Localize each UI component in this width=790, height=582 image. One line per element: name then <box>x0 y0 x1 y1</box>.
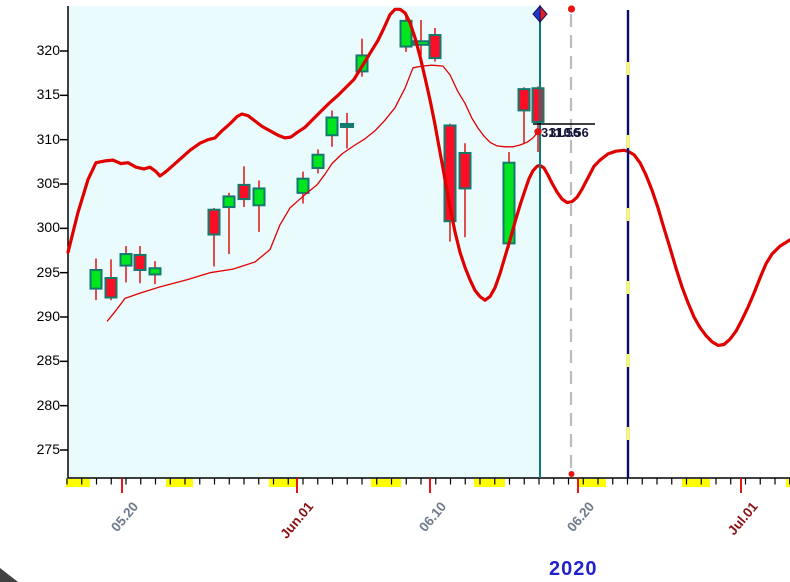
candle-body <box>531 87 545 123</box>
candle <box>458 143 472 238</box>
weekend-marker <box>786 479 790 487</box>
lower-band-line <box>106 64 539 322</box>
candle-body <box>119 253 133 267</box>
candle <box>531 86 545 153</box>
candle <box>399 12 413 52</box>
year-label: 2020 <box>549 558 598 580</box>
weekend-marker <box>682 479 710 487</box>
weekend-marker <box>578 479 606 487</box>
candle-body <box>517 88 531 112</box>
y-axis-label: 300 <box>36 219 60 236</box>
red-dot-icon <box>568 471 575 477</box>
candle <box>104 259 118 301</box>
candle <box>119 246 133 283</box>
red-dot-icon <box>567 5 576 13</box>
candle-body <box>89 269 103 290</box>
y-axis-label: 305 <box>36 175 60 191</box>
candle <box>325 110 339 147</box>
y-axis-label: 285 <box>36 352 60 369</box>
line-end-dot-icon <box>534 128 542 136</box>
candle <box>89 258 103 301</box>
candle-body <box>399 19 413 48</box>
weekend-marker <box>371 479 401 487</box>
candle-body <box>296 177 310 194</box>
y-axis-label: 310 <box>36 130 60 147</box>
candle <box>340 113 354 149</box>
weekend-marker <box>66 479 90 487</box>
y-axis-label: 320 <box>36 42 60 58</box>
y-axis-label: 315 <box>36 86 60 103</box>
candle-body <box>311 153 325 170</box>
candle-body <box>148 267 162 276</box>
candle <box>133 246 147 284</box>
y-axis-label: 280 <box>36 396 60 413</box>
candle <box>237 166 251 208</box>
price-label: 311.56 <box>541 125 581 140</box>
candle-body <box>222 195 236 209</box>
candle <box>517 87 531 145</box>
candle-body <box>428 34 442 60</box>
candle <box>311 149 325 174</box>
candle <box>222 192 236 255</box>
candle <box>296 171 310 204</box>
doji-dash <box>340 122 354 128</box>
plot-background <box>69 6 540 478</box>
candle-body <box>207 208 221 236</box>
candle <box>428 27 442 62</box>
candle-body <box>104 276 118 299</box>
weekend-marker <box>474 479 505 487</box>
weekend-marker <box>166 479 193 487</box>
y-axis-label: 275 <box>36 441 60 457</box>
candle-body <box>325 116 339 137</box>
candle-body <box>252 187 266 207</box>
cursor-diamond-icon[interactable] <box>539 4 548 24</box>
candle <box>148 261 162 285</box>
y-axis-label: 295 <box>36 263 60 280</box>
upper-band-line <box>66 7 790 347</box>
candle <box>252 180 266 232</box>
corner-logo <box>0 568 18 582</box>
y-axis-label: 290 <box>36 308 60 324</box>
weekend-marker <box>269 479 297 487</box>
candle-body <box>133 253 147 272</box>
candle-body <box>237 183 251 201</box>
candle <box>207 207 221 267</box>
candle-body <box>458 151 472 190</box>
price-label: 310.56 <box>549 125 589 140</box>
